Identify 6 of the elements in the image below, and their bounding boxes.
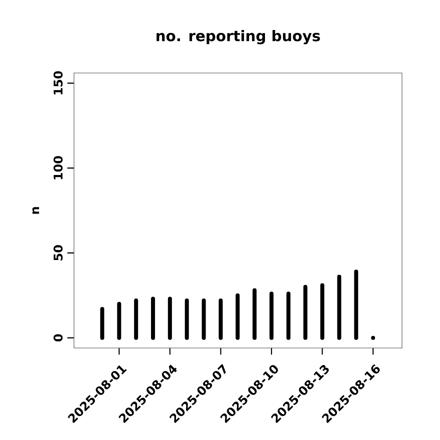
y-tick-label: 100 <box>54 156 63 180</box>
y-axis-title: n <box>32 207 40 214</box>
y-tick-label: 50 <box>54 245 63 260</box>
y-tick-label: 150 <box>54 71 63 94</box>
y-tick-label: 0 <box>54 334 63 342</box>
chart-title: no. reporting buoys <box>156 30 320 44</box>
